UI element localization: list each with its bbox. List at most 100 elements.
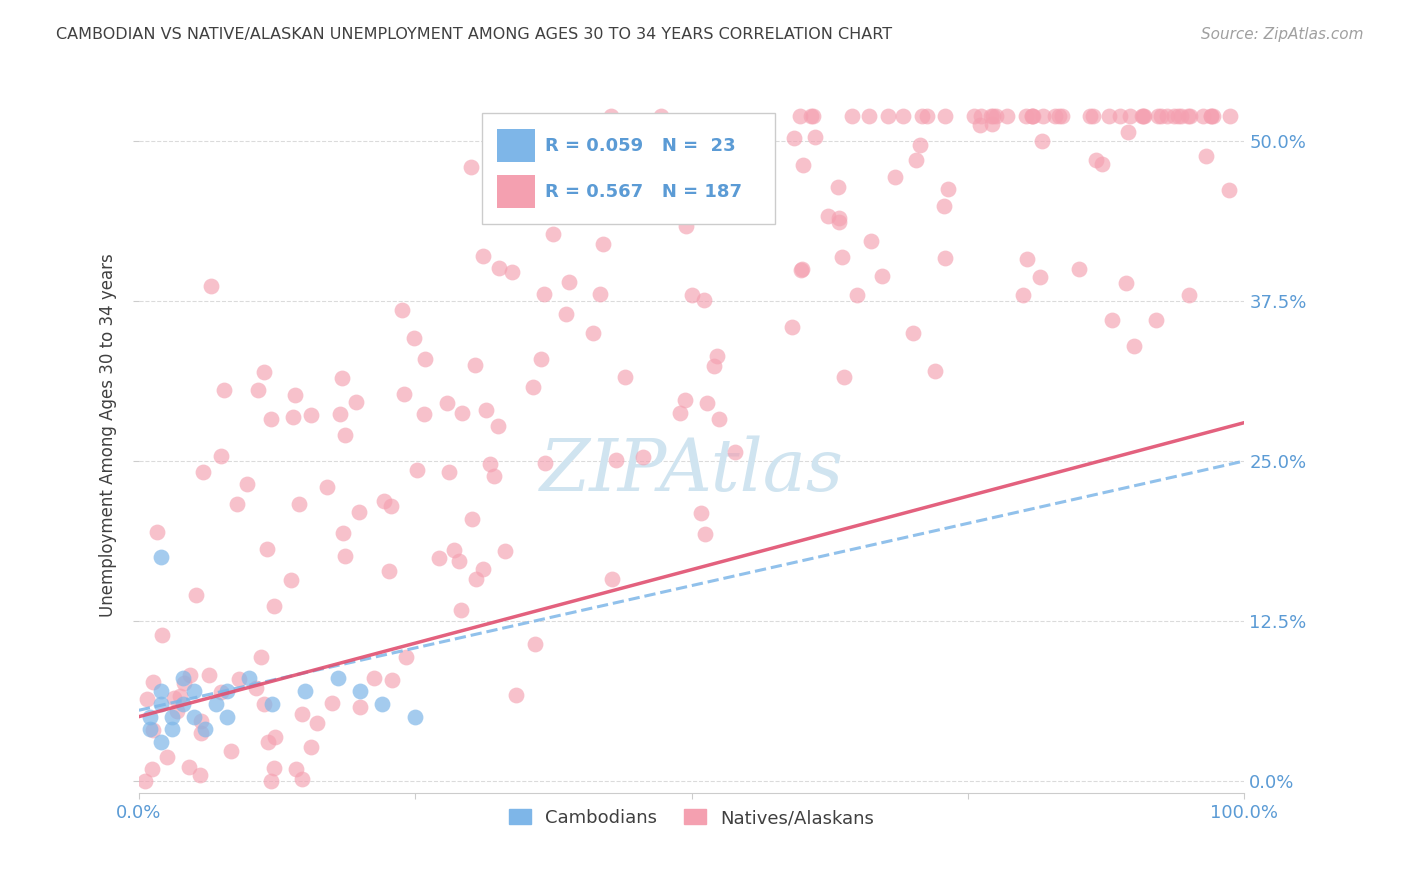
Point [1118, 109, 1140, 123]
Point [150, 549, 173, 564]
Point [690, 507, 713, 521]
Point [160, 723, 183, 737]
Point [555, 307, 578, 321]
Point [172, 671, 194, 685]
Text: R = 0.567   N = 187: R = 0.567 N = 187 [544, 183, 741, 201]
Point [485, 170, 508, 185]
Point [877, 109, 900, 123]
Point [190, 725, 212, 739]
Point [910, 138, 932, 153]
Point [291, 707, 314, 722]
Point [524, 637, 547, 651]
Point [1133, 109, 1156, 123]
Point [969, 118, 991, 132]
Point [683, 123, 706, 137]
Point [280, 573, 302, 587]
Point [720, 165, 742, 179]
Point [443, 543, 465, 558]
Point [702, 209, 724, 223]
Point [505, 688, 527, 702]
Point [247, 383, 270, 397]
Point [404, 330, 426, 344]
Point [696, 396, 718, 410]
Point [589, 287, 612, 301]
Point [1122, 339, 1144, 353]
Point [1021, 109, 1043, 123]
Point [1156, 109, 1178, 123]
Point [1017, 252, 1039, 267]
Point [980, 117, 1002, 131]
Point [245, 681, 267, 695]
Y-axis label: Unemployment Among Ages 30 to 34 years: Unemployment Among Ages 30 to 34 years [100, 253, 117, 617]
Point [1166, 109, 1188, 123]
Point [256, 735, 278, 749]
Point [150, 684, 173, 698]
Point [706, 349, 728, 363]
Point [1150, 109, 1173, 123]
Point [846, 287, 869, 301]
Point [970, 109, 993, 123]
Point [460, 512, 482, 526]
Point [236, 477, 259, 491]
Point [1170, 109, 1192, 123]
Point [160, 709, 183, 723]
Point [1031, 134, 1053, 148]
Point [373, 494, 395, 508]
Point [249, 650, 271, 665]
Point [1081, 109, 1104, 123]
Point [150, 697, 173, 711]
Point [1043, 109, 1066, 123]
Point [860, 235, 883, 249]
Point [1178, 287, 1201, 301]
FancyBboxPatch shape [498, 175, 534, 208]
Point [1195, 149, 1218, 163]
Point [1091, 157, 1114, 171]
Point [1219, 109, 1241, 123]
Point [669, 406, 692, 420]
Point [413, 407, 436, 421]
Point [1218, 183, 1240, 197]
Point [827, 180, 849, 194]
Point [828, 211, 851, 225]
Point [183, 684, 205, 698]
Point [162, 690, 184, 705]
Point [693, 526, 716, 541]
Point [294, 684, 316, 698]
Point [263, 599, 285, 613]
Point [884, 169, 907, 184]
Point [891, 109, 914, 123]
Point [703, 359, 725, 373]
Point [1163, 109, 1185, 123]
Point [169, 690, 191, 704]
Point [541, 227, 564, 242]
Point [188, 768, 211, 782]
Point [450, 406, 472, 420]
Point [482, 469, 505, 483]
Point [963, 109, 986, 123]
Point [179, 668, 201, 682]
Point [681, 287, 703, 301]
Point [209, 685, 232, 699]
Point [191, 465, 214, 479]
Point [1108, 109, 1130, 123]
Point [828, 214, 851, 228]
Point [614, 369, 637, 384]
Point [316, 480, 339, 494]
Point [460, 160, 482, 174]
Point [427, 550, 450, 565]
Point [934, 109, 956, 123]
Legend: Cambodians, Natives/Alaskans: Cambodians, Natives/Alaskans [502, 802, 882, 834]
Point [488, 260, 510, 275]
Point [139, 723, 162, 737]
Point [1115, 277, 1137, 291]
Text: CAMBODIAN VS NATIVE/ALASKAN UNEMPLOYMENT AMONG AGES 30 TO 34 YEARS CORRELATION C: CAMBODIAN VS NATIVE/ALASKAN UNEMPLOYMENT… [56, 27, 893, 42]
Point [238, 671, 260, 685]
Point [183, 709, 205, 723]
Point [146, 524, 169, 539]
Point [1199, 109, 1222, 123]
Point [184, 588, 207, 602]
Point [494, 544, 516, 558]
Point [378, 564, 401, 578]
Text: R = 0.059   N =  23: R = 0.059 N = 23 [544, 136, 735, 155]
Point [135, 691, 157, 706]
